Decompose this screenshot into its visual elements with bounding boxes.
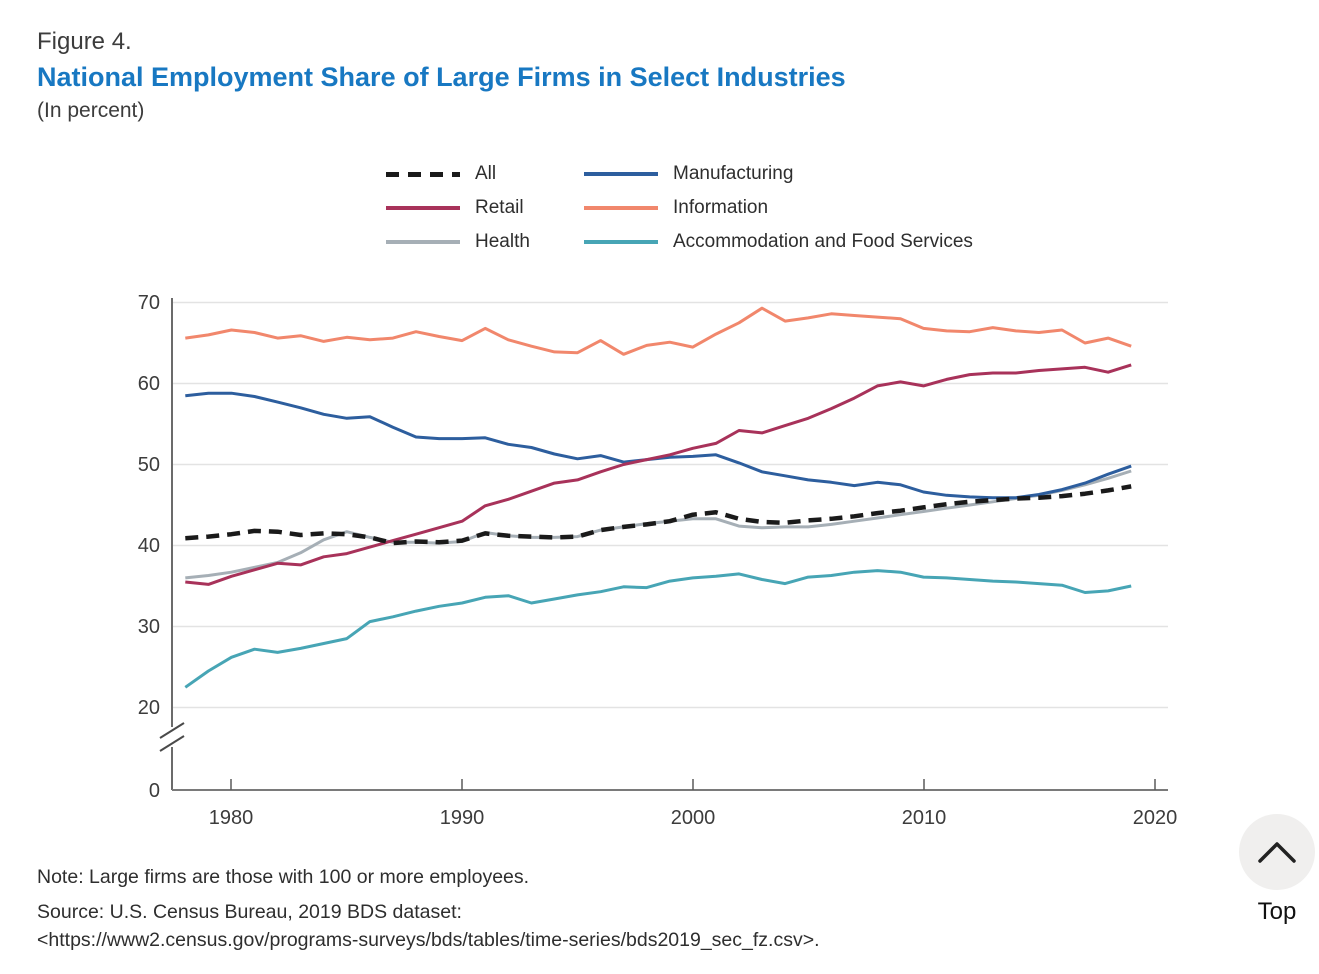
chart-series: [184, 306, 1132, 689]
health-line-swatch: [386, 240, 460, 244]
legend-item-accommodation: Accommodation and Food Services: [584, 231, 973, 253]
figure-number: Figure 4.: [37, 28, 132, 55]
x-axis-ticks: [230, 779, 1156, 790]
legend-label-retail: Retail: [475, 197, 524, 218]
retail-line-swatch: [386, 206, 460, 210]
x-label-2010: 2010: [902, 807, 947, 829]
figure-note: Note: Large firms are those with 100 or …: [37, 866, 530, 888]
legend-item-manufacturing: Manufacturing: [584, 163, 973, 185]
chart-legend: All Manufacturing Retail Information Hea…: [386, 157, 973, 259]
figure-subtitle: (In percent): [37, 99, 145, 122]
all-line: [185, 484, 1132, 546]
y-label-20: 20: [138, 697, 160, 719]
x-label-1980: 1980: [209, 807, 254, 829]
figure-title: National Employment Share of Large Firms…: [37, 62, 846, 92]
y-label-40: 40: [138, 535, 160, 557]
x-label-2000: 2000: [671, 807, 716, 829]
chevron-up-icon: [1258, 842, 1296, 863]
back-to-top-label[interactable]: Top: [1257, 898, 1297, 925]
legend-item-information: Information: [584, 197, 973, 219]
axis-break-slash-2: [159, 735, 185, 752]
legend-item-health: Health: [386, 231, 584, 253]
legend-label-accommodation: Accommodation and Food Services: [673, 231, 973, 252]
all-line-swatch: [386, 171, 460, 177]
source-line-2: <https://www2.census.gov/programs-survey…: [37, 929, 820, 951]
x-label-2020: 2020: [1133, 807, 1178, 829]
accommodation-line-swatch: [584, 240, 658, 244]
legend-label-manufacturing: Manufacturing: [673, 163, 794, 184]
x-axis-labels: 1980 1990 2000 2010 2020: [209, 807, 1178, 829]
health-line: [185, 469, 1132, 580]
information-line-swatch: [584, 206, 658, 210]
gridlines: [172, 301, 1168, 709]
back-to-top-button[interactable]: [1239, 814, 1315, 890]
legend-label-information: Information: [673, 197, 769, 218]
legend-label-all: All: [475, 163, 497, 184]
manufacturing-line-swatch: [584, 172, 658, 176]
axis-break-marks: [159, 722, 185, 752]
retail-line: [185, 363, 1132, 586]
y-axis-labels: 70 60 50 40 30 20 0: [138, 292, 160, 802]
y-label-50: 50: [138, 454, 160, 476]
y-label-30: 30: [138, 616, 160, 638]
information-line: [185, 306, 1132, 356]
manufacturing-line: [185, 391, 1132, 500]
source-line-1: Source: U.S. Census Bureau, 2019 BDS dat…: [37, 901, 462, 923]
accommodation-line: [184, 569, 1132, 689]
x-label-1990: 1990: [440, 807, 485, 829]
legend-label-health: Health: [475, 231, 530, 252]
axis-break-slash-1: [159, 722, 185, 739]
legend-item-all: All: [386, 163, 584, 185]
figure-source: Source: U.S. Census Bureau, 2019 BDS dat…: [37, 898, 820, 954]
y-label-0: 0: [149, 780, 160, 802]
y-label-60: 60: [138, 373, 160, 395]
legend-item-retail: Retail: [386, 197, 584, 219]
y-label-70: 70: [138, 292, 160, 314]
